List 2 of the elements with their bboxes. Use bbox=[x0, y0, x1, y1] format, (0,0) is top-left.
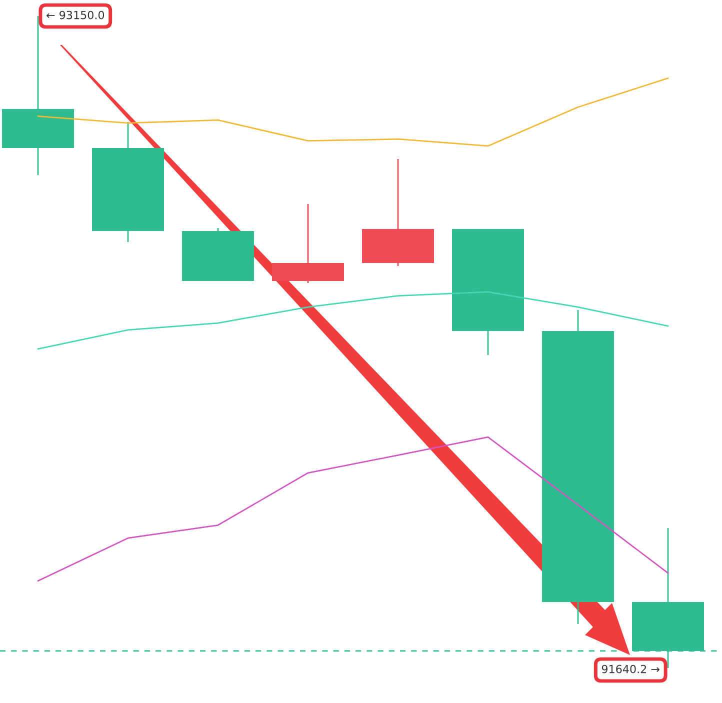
annotation: ← 93150.0 bbox=[46, 10, 104, 20]
annotation: 91640.2 → bbox=[602, 664, 660, 674]
